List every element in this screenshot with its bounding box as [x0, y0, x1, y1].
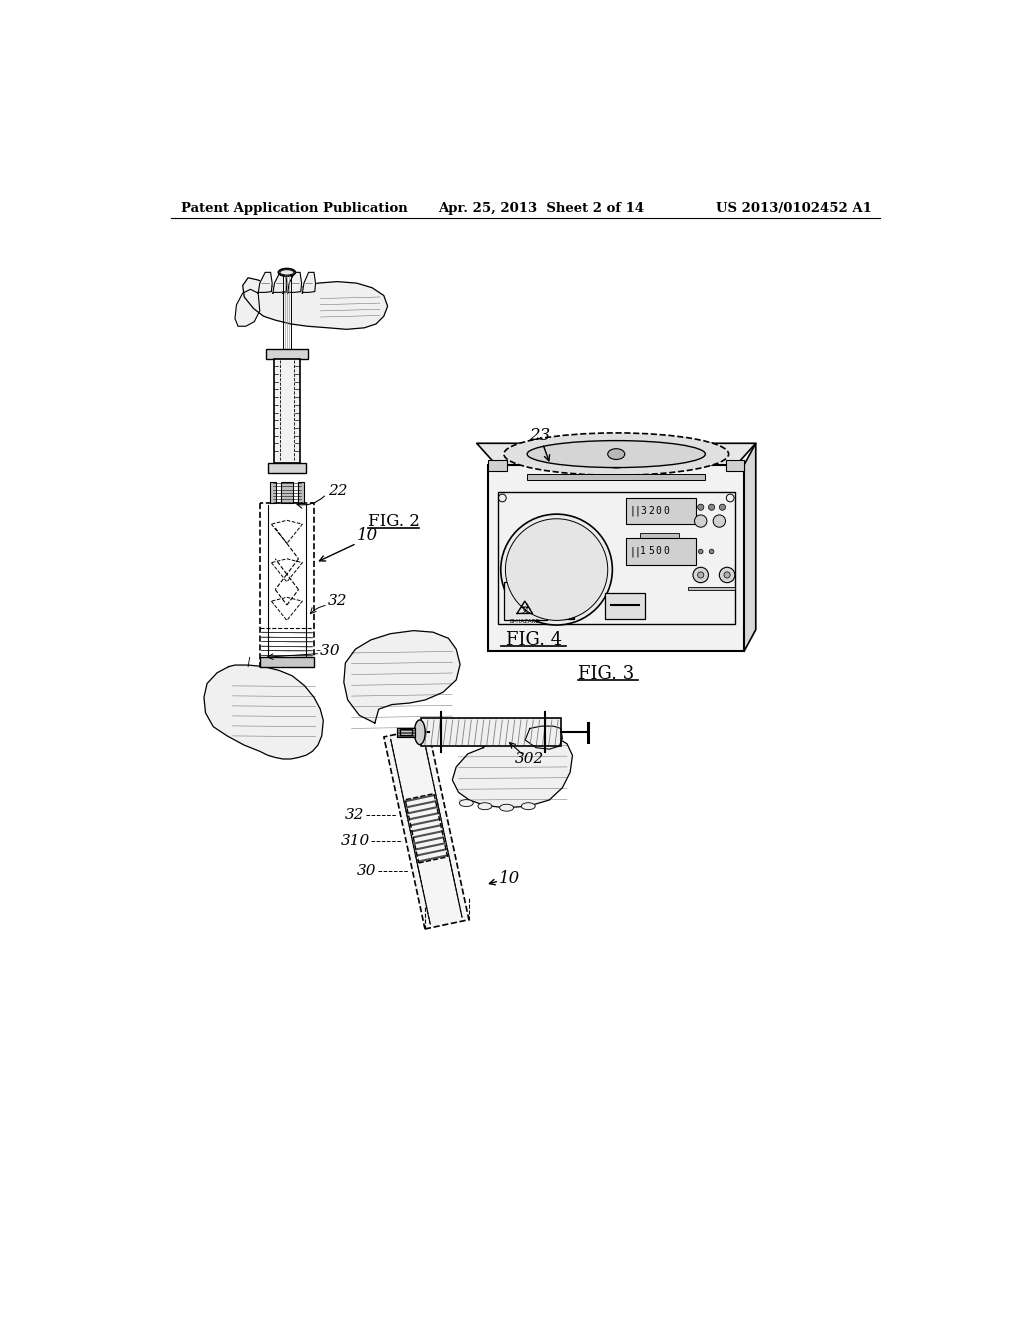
Text: Patent Application Publication: Patent Application Publication [180, 202, 408, 215]
FancyBboxPatch shape [281, 482, 293, 503]
Ellipse shape [280, 269, 294, 275]
Ellipse shape [607, 449, 625, 459]
Polygon shape [477, 444, 756, 465]
Circle shape [694, 515, 707, 527]
Text: 10: 10 [499, 870, 520, 887]
Circle shape [501, 515, 612, 626]
FancyBboxPatch shape [273, 359, 300, 462]
FancyBboxPatch shape [504, 582, 547, 620]
Circle shape [719, 504, 726, 511]
Ellipse shape [460, 800, 473, 807]
Text: 10: 10 [356, 527, 378, 544]
FancyBboxPatch shape [640, 533, 679, 539]
Circle shape [698, 549, 703, 554]
FancyBboxPatch shape [604, 594, 645, 619]
Text: 0: 0 [664, 506, 670, 516]
Text: FIG. 3: FIG. 3 [579, 665, 634, 684]
Polygon shape [234, 289, 260, 326]
Polygon shape [243, 277, 388, 330]
Text: 3: 3 [640, 506, 646, 516]
Circle shape [693, 568, 709, 582]
Text: 1: 1 [640, 546, 646, 557]
Text: US 2013/0102452 A1: US 2013/0102452 A1 [716, 202, 872, 215]
FancyBboxPatch shape [488, 461, 507, 471]
Ellipse shape [521, 803, 536, 809]
Polygon shape [258, 272, 272, 293]
Ellipse shape [604, 459, 628, 469]
Circle shape [719, 568, 735, 582]
FancyBboxPatch shape [627, 539, 696, 565]
Circle shape [713, 515, 726, 527]
Ellipse shape [478, 803, 492, 809]
Circle shape [709, 504, 715, 511]
Polygon shape [273, 272, 287, 293]
Ellipse shape [504, 433, 729, 475]
Polygon shape [288, 272, 302, 293]
FancyBboxPatch shape [396, 727, 415, 737]
Polygon shape [744, 444, 756, 651]
Polygon shape [204, 665, 324, 759]
Ellipse shape [527, 441, 706, 467]
Text: FIG. 2: FIG. 2 [369, 513, 420, 531]
Circle shape [710, 549, 714, 554]
Polygon shape [525, 726, 562, 750]
Ellipse shape [500, 804, 514, 812]
Ellipse shape [279, 268, 295, 276]
Text: Apr. 25, 2013  Sheet 2 of 14: Apr. 25, 2013 Sheet 2 of 14 [438, 202, 644, 215]
Polygon shape [344, 631, 460, 723]
FancyBboxPatch shape [421, 718, 561, 746]
Text: 2: 2 [648, 506, 654, 516]
Ellipse shape [415, 719, 425, 744]
Text: 32: 32 [328, 594, 347, 609]
Text: |: | [634, 506, 640, 516]
Text: 0: 0 [655, 546, 662, 557]
FancyBboxPatch shape [627, 498, 696, 524]
Circle shape [506, 519, 607, 620]
Text: |: | [630, 506, 635, 516]
FancyBboxPatch shape [298, 482, 304, 503]
Text: 23: 23 [529, 428, 551, 444]
Text: 32: 32 [344, 808, 364, 822]
Text: 30: 30 [356, 865, 376, 878]
FancyBboxPatch shape [726, 461, 744, 471]
Text: FIG. 4: FIG. 4 [506, 631, 562, 649]
FancyBboxPatch shape [266, 350, 308, 359]
FancyBboxPatch shape [527, 474, 706, 480]
Circle shape [697, 572, 703, 578]
FancyBboxPatch shape [270, 482, 276, 503]
FancyBboxPatch shape [399, 729, 412, 735]
FancyBboxPatch shape [552, 589, 573, 619]
Text: 0: 0 [655, 506, 662, 516]
Text: 0: 0 [664, 546, 670, 557]
Text: 302: 302 [514, 752, 544, 766]
Circle shape [724, 572, 730, 578]
FancyBboxPatch shape [688, 586, 735, 590]
Text: |: | [634, 546, 640, 557]
FancyBboxPatch shape [260, 657, 314, 667]
Text: 5: 5 [648, 546, 654, 557]
FancyBboxPatch shape [267, 462, 306, 473]
Polygon shape [302, 272, 315, 293]
Polygon shape [453, 733, 572, 808]
Text: |: | [630, 546, 635, 557]
Text: ☣: ☣ [518, 602, 531, 616]
Text: 22: 22 [328, 484, 347, 498]
FancyBboxPatch shape [488, 465, 744, 651]
Text: -30: -30 [315, 644, 340, 659]
Text: BI-HAZARD: BI-HAZARD [510, 619, 540, 623]
Text: 310: 310 [340, 834, 370, 849]
Polygon shape [384, 727, 469, 929]
Circle shape [697, 504, 703, 511]
